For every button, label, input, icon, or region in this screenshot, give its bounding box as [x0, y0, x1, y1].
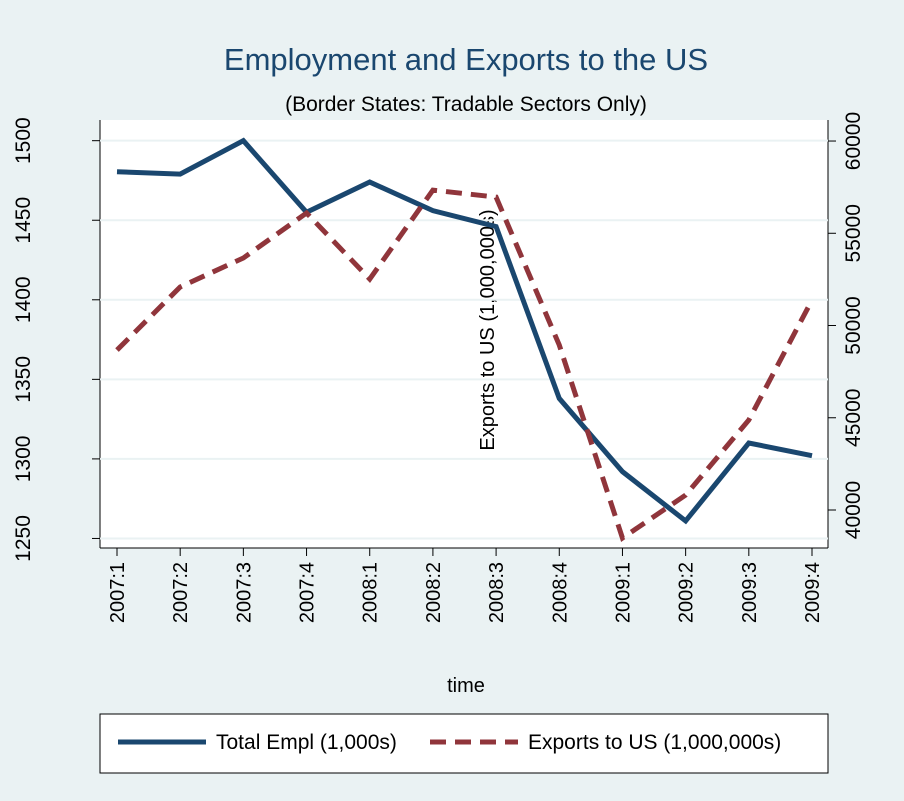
legend-label: Total Empl (1,000s) — [216, 731, 397, 754]
legend-label: Exports to US (1,000,000s) — [528, 731, 781, 754]
y2-tick-label: 60000 — [842, 112, 865, 170]
y-tick-label: 1450 — [12, 197, 35, 244]
x-tick-label: 2008:2 — [423, 562, 445, 623]
y2-tick-label: 45000 — [842, 389, 865, 447]
y2-tick-label: 50000 — [842, 296, 865, 354]
x-tick-label: 2008:3 — [486, 562, 508, 623]
x-tick-label: 2008:4 — [549, 562, 571, 623]
y2-axis-title: Exports to US (1,000,000s) — [477, 209, 499, 450]
y-tick-label: 1300 — [12, 436, 35, 483]
x-tick-label: 2007:1 — [107, 562, 129, 623]
y-tick-label: 1250 — [12, 515, 35, 562]
x-axis-title: time — [447, 675, 485, 697]
series-line — [115, 187, 815, 542]
chart-title: Employment and Exports to the US — [224, 42, 708, 77]
legend-box — [99, 713, 829, 774]
x-tick-label: 2008:1 — [360, 562, 382, 623]
x-tick-label: 2009:3 — [739, 562, 761, 623]
x-tick-label: 2009:2 — [676, 562, 698, 623]
chart-subtitle: (Border States: Tradable Sectors Only) — [285, 93, 647, 116]
y2-tick-label: 55000 — [842, 204, 865, 262]
y-tick-label: 1400 — [12, 276, 35, 323]
x-tick-label: 2009:4 — [802, 562, 824, 623]
x-tick-label: 2009:1 — [612, 562, 634, 623]
x-tick-label: 2007:3 — [233, 562, 255, 623]
series-line — [116, 137, 813, 525]
x-tick-label: 2007:2 — [170, 562, 192, 623]
y-tick-label: 1500 — [12, 117, 35, 164]
y-tick-label: 1350 — [12, 356, 35, 403]
x-tick-label: 2007:4 — [297, 562, 319, 623]
plot-area — [100, 120, 828, 548]
y2-tick-label: 40000 — [842, 481, 865, 539]
